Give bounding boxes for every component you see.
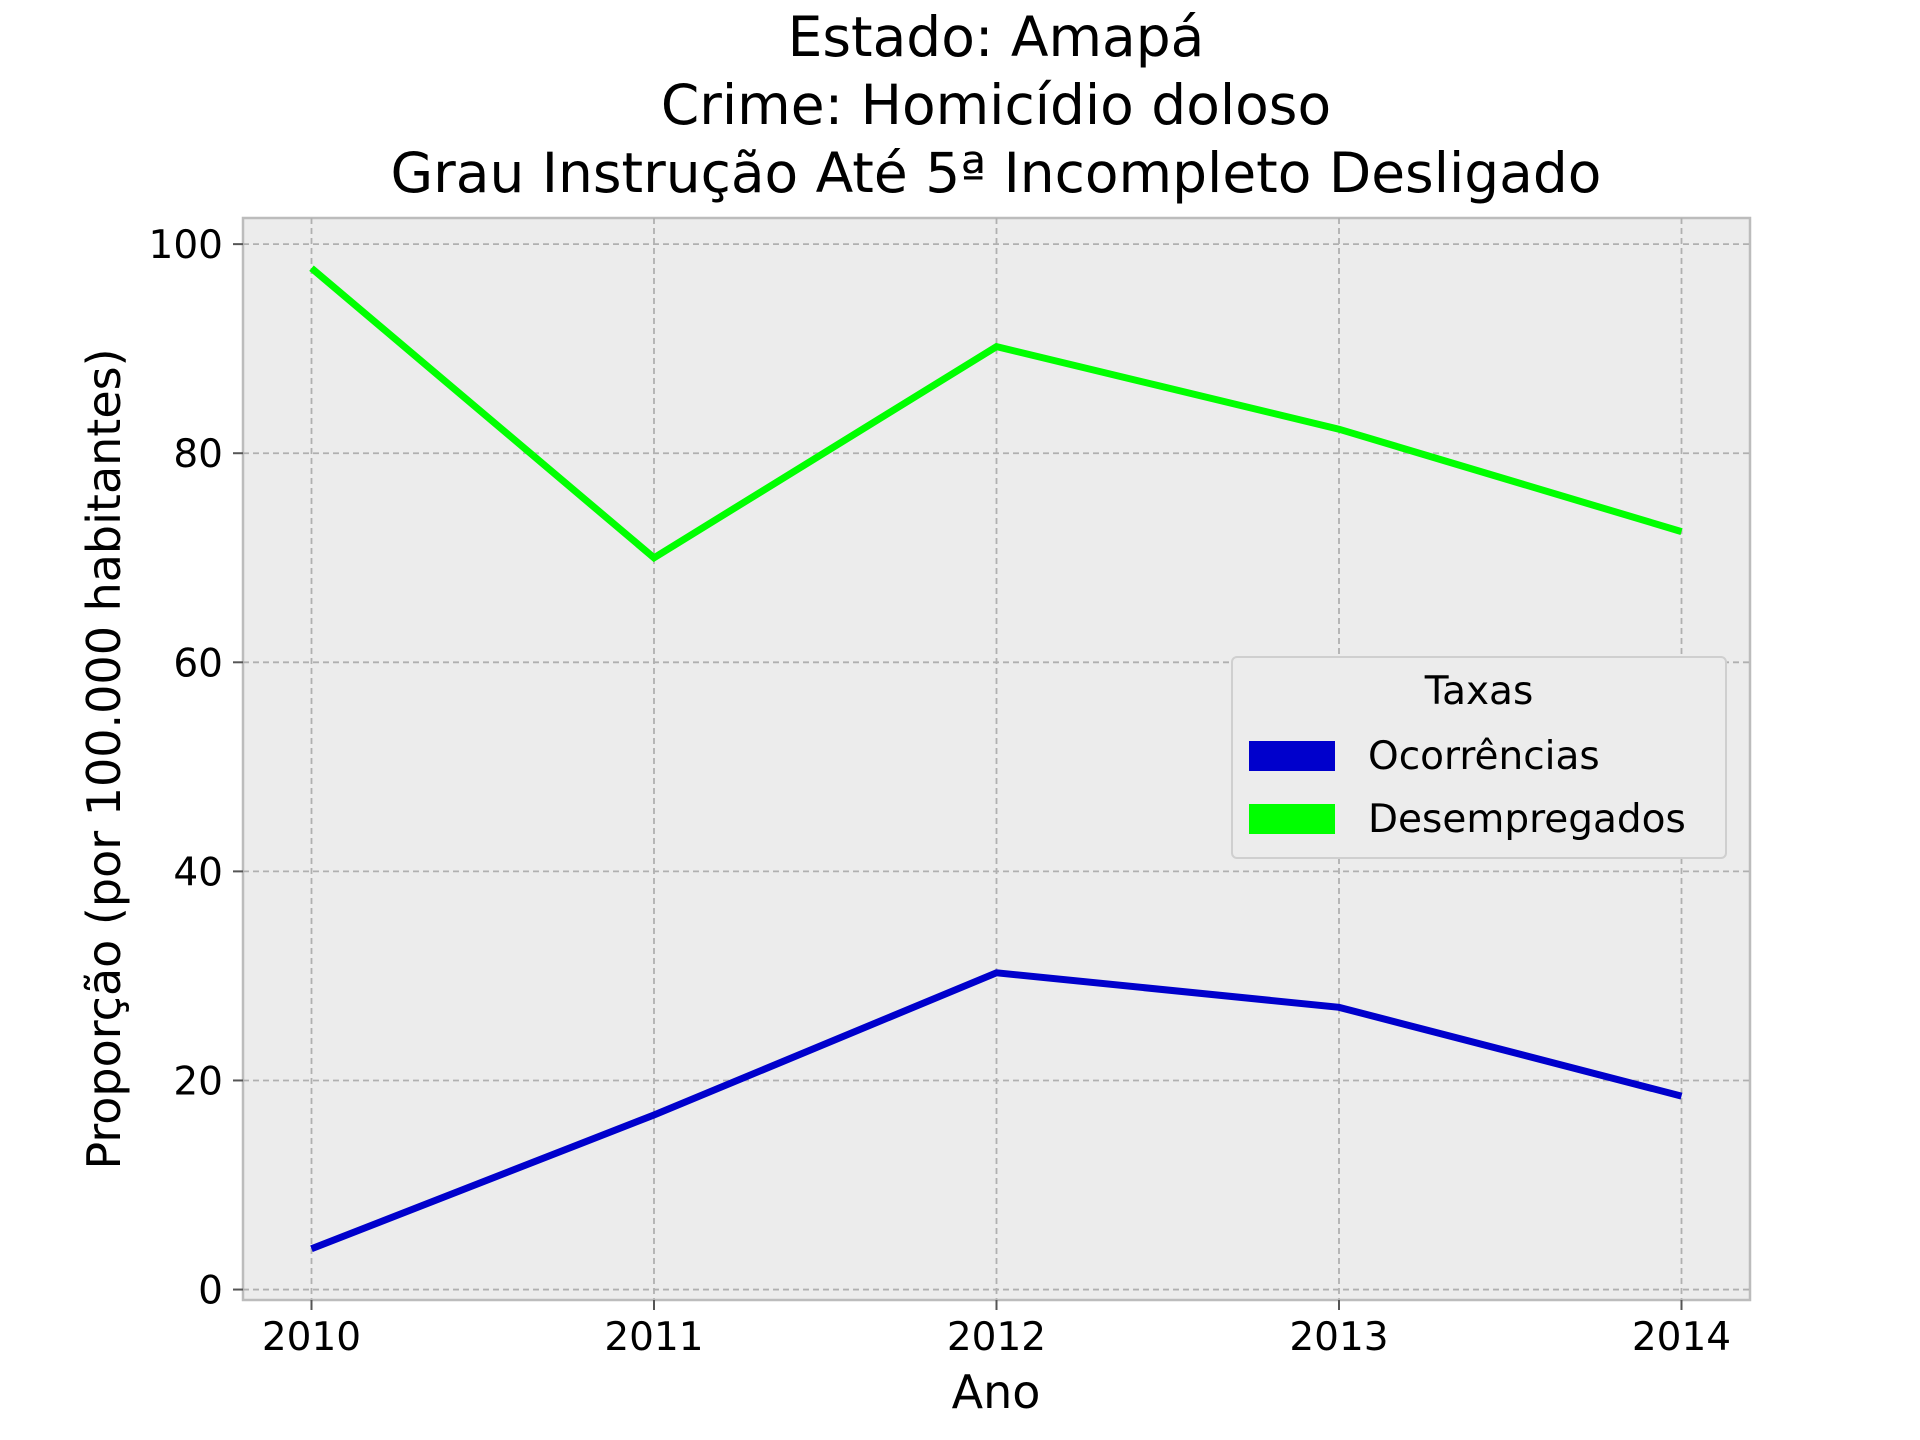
x-tick-label: 2014 (1632, 1315, 1731, 1360)
legend-swatch-desempregados (1249, 804, 1335, 834)
x-tick-label: 2010 (262, 1315, 361, 1360)
legend-label-desempregados: Desempregados (1368, 797, 1686, 842)
title-line-1: Estado: Amapá (788, 5, 1205, 69)
legend-swatch-ocorrencias (1249, 741, 1335, 771)
y-axis-ticks: 0 20 40 60 80 100 (149, 223, 243, 1314)
y-axis-label: Proporção (por 100.000 habitantes) (77, 348, 131, 1169)
x-tick-label: 2011 (604, 1315, 703, 1360)
x-axis-ticks: 2010 2011 2012 2013 2014 (262, 1300, 1731, 1360)
y-tick-label: 100 (149, 223, 223, 268)
x-axis-label: Ano (952, 1365, 1041, 1419)
title-line-2: Crime: Homicídio doloso (661, 73, 1331, 137)
y-tick-label: 0 (198, 1269, 223, 1314)
y-tick-label: 60 (173, 641, 223, 686)
series-lines (309, 265, 1683, 1253)
legend: Taxas Ocorrências Desempregados (1231, 656, 1727, 859)
y-tick-label: 80 (173, 432, 223, 477)
chart-title: Estado: Amapá Crime: Homicídio doloso Gr… (391, 5, 1602, 205)
legend-box (1231, 656, 1727, 859)
title-line-3: Grau Instrução Até 5ª Incompleto Desliga… (391, 141, 1602, 205)
x-tick-label: 2013 (1289, 1315, 1388, 1360)
x-tick-label: 2012 (947, 1315, 1046, 1360)
y-tick-label: 40 (173, 850, 223, 895)
legend-title: Taxas (1424, 669, 1534, 714)
y-tick-label: 20 (173, 1059, 223, 1104)
grid-lines (243, 218, 1750, 1300)
legend-label-ocorrencias: Ocorrências (1368, 734, 1600, 779)
